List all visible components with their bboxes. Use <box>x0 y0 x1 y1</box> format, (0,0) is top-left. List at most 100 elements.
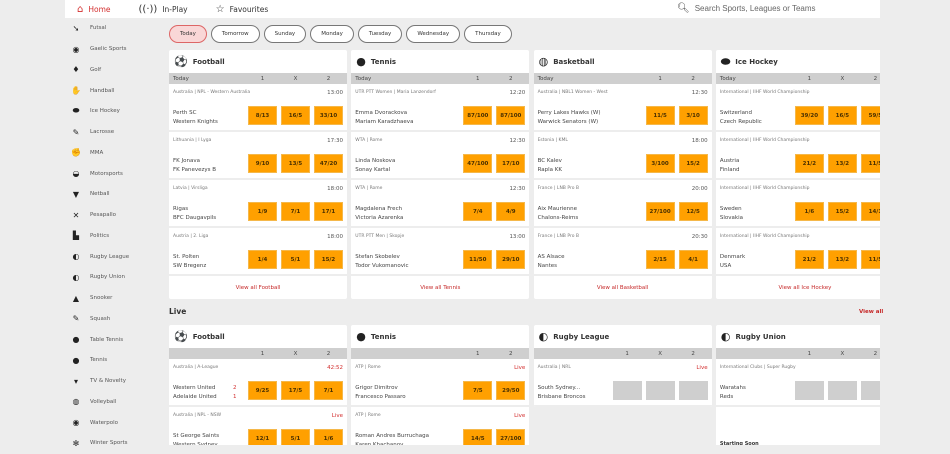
match-row[interactable]: Lithuania | I Lyga 17:30 FK Jonava FK Panev… <box>169 132 347 180</box>
day-tab-sunday[interactable]: Sunday <box>263 25 307 43</box>
sidebar-item-gaelic-sports[interactable]: ◉ Gaelic Sports <box>70 39 160 60</box>
match-row[interactable]: Australia | NBL1 Women - West 12:30 Perry … <box>533 84 712 132</box>
match-row[interactable]: Australia | A-League 42:52 Western United A… <box>169 359 347 407</box>
odds-button[interactable]: 5/1 <box>281 429 310 445</box>
match-row[interactable]: Estonia | KML 18:00 BC Kalev Rapla KK 3/100 1… <box>533 132 712 180</box>
odds-button[interactable]: 15/2 <box>827 202 857 221</box>
day-tab-thursday[interactable]: Thursday <box>464 25 512 43</box>
odds-button[interactable]: 14/5 <box>463 429 493 445</box>
card-header[interactable]: ⚽ Football <box>169 325 347 348</box>
match-row[interactable]: Australia | NPL - NSW Live St George Saint… <box>169 407 347 445</box>
sidebar-item-waterpolo[interactable]: ◉ Waterpolo <box>70 412 160 433</box>
match-row[interactable]: Austria | 2. Liga 18:00 St. Polten SW Brege… <box>169 228 347 276</box>
odds-button[interactable]: 12/1 <box>248 429 277 445</box>
odds-button[interactable]: 12/5 <box>678 202 708 221</box>
odds-button[interactable]: 1/9 <box>248 202 277 221</box>
view-all-link[interactable]: View all Football <box>235 284 281 291</box>
sidebar-item-golf[interactable]: ♦ Golf <box>70 60 160 81</box>
odds-button[interactable]: 21/2 <box>794 154 824 173</box>
match-row[interactable]: International | IIHF World Championship S… <box>715 180 880 228</box>
sidebar-item-tennis[interactable]: ● Tennis <box>70 350 160 371</box>
match-row[interactable]: ATP | Rome Live Roman Andres Burruchaga Kar… <box>351 407 529 445</box>
odds-button[interactable]: 17/10 <box>496 154 526 173</box>
sidebar-item-pesapallo[interactable]: ✕ Pesapallo <box>70 205 160 226</box>
odds-button[interactable]: 47/20 <box>314 154 343 173</box>
odds-button[interactable]: 9/10 <box>248 154 277 173</box>
day-tab-tomorrow[interactable]: Tomorrow <box>210 25 260 43</box>
match-row[interactable]: International Clubs | Super Rugby Waratah… <box>715 359 880 407</box>
odds-button[interactable]: 1/4 <box>248 250 277 269</box>
odds-button[interactable]: 15/2 <box>678 154 708 173</box>
odds-button[interactable]: 27/100 <box>645 202 675 221</box>
odds-button[interactable]: 11/5 <box>860 250 880 269</box>
view-all-link[interactable]: View all Ice Hockey <box>778 284 832 291</box>
sidebar-item-volleyball[interactable]: ◍ Volleyball <box>70 392 160 413</box>
odds-button[interactable]: 2/15 <box>645 250 675 269</box>
odds-button[interactable]: 11/5 <box>645 106 675 125</box>
match-row[interactable]: UTR PTT Women | Maria Lanzendorf 12:20 Emm… <box>351 84 530 132</box>
sidebar-item-lacrosse[interactable]: ✎ Lacrosse <box>70 122 160 143</box>
live-view-all-link[interactable]: View all <box>859 309 884 315</box>
match-row[interactable]: Latvia | Virsliga 18:00 Rigas BFC Daugavpil… <box>169 180 347 228</box>
odds-button[interactable]: 21/2 <box>794 250 824 269</box>
match-row[interactable]: WTA | Rome 12:30 Magdalena Frech Victoria A… <box>351 180 530 228</box>
match-row[interactable]: International | IIHF World Championship S… <box>715 84 880 132</box>
odds-button[interactable]: 87/100 <box>496 106 526 125</box>
odds-button[interactable]: 13/2 <box>827 250 857 269</box>
match-row[interactable]: France | LNB Pro B 20:30 AS Alsace Nantes 2/… <box>533 228 712 276</box>
nav-home[interactable]: ⌂ Home <box>77 4 111 15</box>
match-row[interactable]: Australia | NRL Live South Sydney... Brisba… <box>533 359 712 407</box>
odds-button[interactable]: 7/1 <box>281 202 310 221</box>
nav-favourites[interactable]: ☆ Favourites <box>216 4 269 15</box>
odds-button[interactable]: 3/10 <box>678 106 708 125</box>
sidebar-item-mma[interactable]: ✊ MMA <box>70 143 160 164</box>
odds-button[interactable] <box>678 381 708 400</box>
card-header[interactable]: ⚽ Football <box>169 50 347 73</box>
odds-button[interactable]: 1/6 <box>314 429 343 445</box>
odds-button[interactable] <box>827 381 857 400</box>
sidebar-item-rugby-union[interactable]: ◐ Rugby Union <box>70 267 160 288</box>
sidebar-item-snooker[interactable]: ▲ Snooker <box>70 288 160 309</box>
sidebar-item-netball[interactable]: ▼ Netball <box>70 184 160 205</box>
sidebar-item-handball[interactable]: ✋ Handball <box>70 80 160 101</box>
nav-in-play[interactable]: ((·)) In-Play <box>139 4 188 15</box>
odds-button[interactable]: 13/5 <box>281 154 310 173</box>
odds-button[interactable]: 39/20 <box>794 106 824 125</box>
view-all-link[interactable]: View all Tennis <box>420 284 461 291</box>
odds-button[interactable]: 29/50 <box>496 381 526 400</box>
match-row[interactable]: WTA | Rome 12:30 Linda Noskova Sonay Kartal… <box>351 132 530 180</box>
day-tab-today[interactable]: Today <box>169 25 207 43</box>
match-row[interactable]: UTR PTT Men | Skopje 13:00 Stefan Skobelev… <box>351 228 530 276</box>
odds-button[interactable]: 15/2 <box>314 250 343 269</box>
card-header[interactable]: ● Tennis <box>351 50 529 73</box>
match-row[interactable]: International | IIHF World Championship D… <box>715 228 880 276</box>
search-input[interactable]: 🔍︎ Search Sports, Leagues or Teams <box>677 0 870 17</box>
odds-button[interactable]: 17/5 <box>281 381 310 400</box>
odds-button[interactable] <box>860 381 880 400</box>
odds-button[interactable] <box>794 381 824 400</box>
sidebar-item-tv-novelty[interactable]: ▾ TV & Novelty <box>70 371 160 392</box>
sidebar-item-squash[interactable]: ✎ Squash <box>70 309 160 330</box>
sidebar-item-rugby-league[interactable]: ◐ Rugby League <box>70 246 160 267</box>
card-header[interactable]: ⬬ Ice Hockey <box>716 50 880 73</box>
odds-button[interactable]: 5/1 <box>281 250 310 269</box>
odds-button[interactable]: 3/100 <box>645 154 675 173</box>
match-row[interactable]: ATP | Rome Live Grigor Dimitrov Francesco P… <box>351 359 530 407</box>
odds-button[interactable]: 47/100 <box>463 154 493 173</box>
sidebar-item-winter-sports[interactable]: ✻ Winter Sports <box>70 433 160 454</box>
odds-button[interactable]: 27/100 <box>496 429 526 445</box>
card-header[interactable]: ◐ Rugby League <box>534 325 712 348</box>
day-tab-tuesday[interactable]: Tuesday <box>357 25 403 43</box>
odds-button[interactable]: 7/5 <box>463 381 493 400</box>
sidebar-item-politics[interactable]: ▙ Politics <box>70 226 160 247</box>
card-header[interactable]: ● Tennis <box>351 325 529 348</box>
sidebar-item-table-tennis[interactable]: ● Table Tennis <box>70 329 160 350</box>
odds-button[interactable]: 33/10 <box>314 106 343 125</box>
sidebar-item-ice-hockey[interactable]: ⬬ Ice Hockey <box>70 101 160 122</box>
odds-button[interactable]: 8/13 <box>248 106 277 125</box>
sidebar-item-futsal[interactable]: ➘ Futsal <box>70 18 160 39</box>
odds-button[interactable]: 4/1 <box>678 250 708 269</box>
odds-button[interactable]: 4/9 <box>496 202 526 221</box>
odds-button[interactable] <box>612 381 642 400</box>
day-tab-wednesday[interactable]: Wednesday <box>406 25 461 43</box>
